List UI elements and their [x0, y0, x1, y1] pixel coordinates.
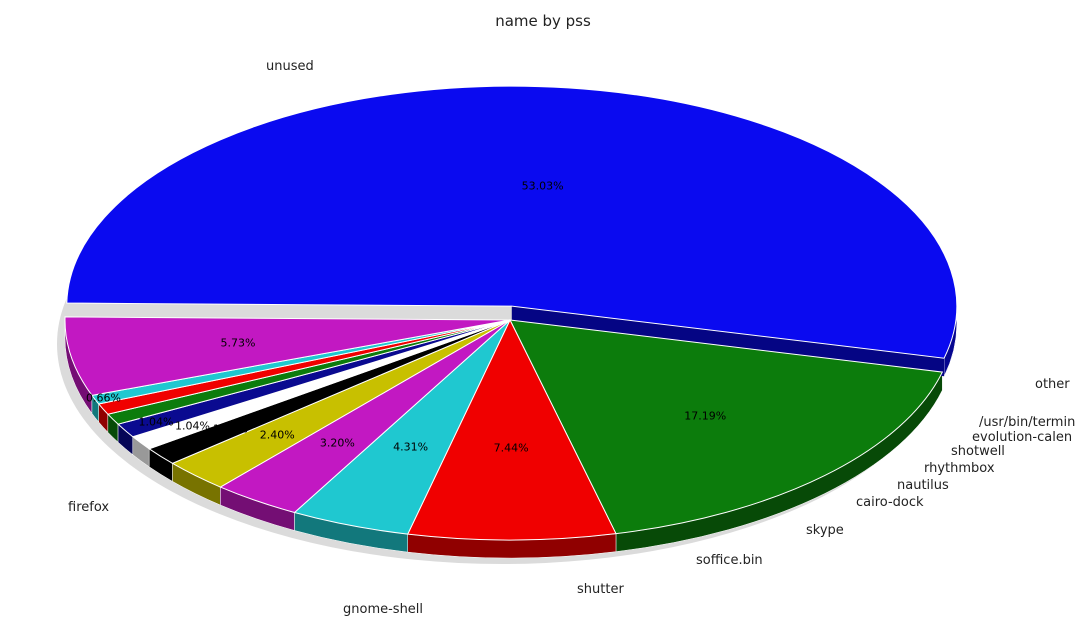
chart-title: name by pss: [0, 12, 1086, 30]
pie-chart-container: name by pss 53.03% 17.19% 7.44% 4.31% 3.20% 2…: [0, 0, 1086, 626]
pie-pct-label: 1.04%: [139, 415, 174, 428]
pie-slice-label: /usr/bin/termin: [979, 415, 1075, 430]
pie-pct-label: 7.44%: [494, 441, 529, 454]
pie-slice-label: shotwell: [951, 444, 1005, 459]
pie-slice-label: rhythmbox: [924, 461, 995, 476]
pie-slice-label: gnome-shell: [343, 602, 423, 617]
pie-slice-label: soffice.bin: [696, 553, 763, 568]
pie-slice-label: unused: [266, 59, 314, 74]
pie-slice-label: cairo-dock: [856, 495, 924, 510]
pie-pct-label: 1.33%: [213, 422, 248, 435]
pie-slice-label: shutter: [577, 582, 624, 597]
pie-pct-label: 4.31%: [393, 441, 428, 454]
pie-pct-label: 5.73%: [220, 336, 255, 349]
pie-slice-label: evolution-calen: [972, 430, 1072, 445]
pie-pct-label: 53.03%: [522, 180, 564, 193]
pie-pct-label: 0.66%: [86, 392, 121, 405]
pie-pct-label: 17.19%: [684, 410, 726, 423]
pie-pct-label: 3.20%: [320, 436, 355, 449]
pie-chart-svg: [0, 0, 1086, 626]
pie-slice-label: nautilus: [897, 478, 949, 493]
pie-pct-label: 1.04%: [175, 419, 210, 432]
pie-pct-label: 2.40%: [260, 429, 295, 442]
pie-slice-label: other: [1035, 377, 1070, 392]
pie-slice-label: firefox: [68, 500, 109, 515]
pie-slice-label: skype: [806, 523, 844, 538]
